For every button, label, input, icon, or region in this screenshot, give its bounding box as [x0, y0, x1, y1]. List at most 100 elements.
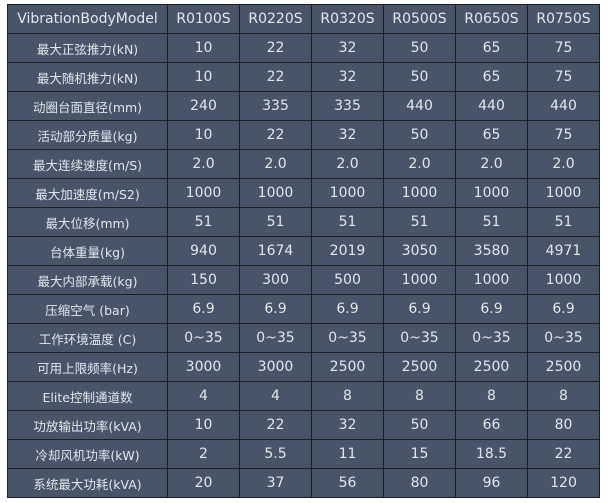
value-cell: 2019	[311, 236, 384, 266]
value-cell: 56	[311, 468, 384, 498]
value-cell: 10	[167, 120, 240, 150]
header-row: VibrationBodyModel R0100S R0220S R0320S …	[7, 4, 600, 34]
value-cell: 440	[527, 91, 600, 121]
value-cell: 2500	[383, 352, 456, 382]
value-cell: 51	[455, 207, 528, 237]
value-cell: 22	[239, 62, 312, 92]
value-cell: 22	[527, 439, 600, 469]
value-cell: 335	[239, 91, 312, 121]
value-cell: 1000	[527, 265, 600, 295]
value-cell: 10	[167, 62, 240, 92]
table-row: 最大正弦推力(kN) 10 22 32 50 65 75	[7, 33, 600, 63]
value-cell: 2500	[311, 352, 384, 382]
table-row: Elite控制通道数 4 4 8 8 8 8	[7, 381, 600, 411]
value-cell: 37	[239, 468, 312, 498]
header-cell: R0500S	[383, 4, 456, 34]
value-cell: 1000	[383, 265, 456, 295]
value-cell: 50	[383, 120, 456, 150]
value-cell: 80	[527, 410, 600, 440]
value-cell: 120	[527, 468, 600, 498]
value-cell: 500	[311, 265, 384, 295]
value-cell: 65	[455, 120, 528, 150]
table-row: 系统最大功耗(kVA) 20 37 56 80 96 120	[7, 468, 600, 498]
value-cell: 8	[311, 381, 384, 411]
value-cell: 65	[455, 33, 528, 63]
row-label: 最大位移(mm)	[7, 207, 168, 237]
value-cell: 1000	[239, 178, 312, 208]
value-cell: 96	[455, 468, 528, 498]
table-row: 最大连续速度(m/S) 2.0 2.0 2.0 2.0 2.0 2.0	[7, 149, 600, 179]
value-cell: 4	[167, 381, 240, 411]
table-row: 活动部分质量(kg) 10 22 32 50 65 75	[7, 120, 600, 150]
header-cell: R0220S	[239, 4, 312, 34]
value-cell: 1000	[527, 178, 600, 208]
value-cell: 1000	[383, 178, 456, 208]
value-cell: 50	[383, 33, 456, 63]
value-cell: 240	[167, 91, 240, 121]
value-cell: 5.5	[239, 439, 312, 469]
row-label: 台体重量(kg)	[7, 236, 168, 266]
value-cell: 1674	[239, 236, 312, 266]
row-label: 压缩空气 (bar)	[7, 294, 168, 324]
value-cell: 2.0	[239, 149, 312, 179]
row-label: Elite控制通道数	[7, 381, 168, 411]
value-cell: 8	[383, 381, 456, 411]
row-label: 最大加速度(m/S2)	[7, 178, 168, 208]
specs-table: VibrationBodyModel R0100S R0220S R0320S …	[7, 4, 600, 498]
table-row: 压缩空气 (bar) 6.9 6.9 6.9 6.9 6.9 6.9	[7, 294, 600, 324]
row-label: 最大随机推力(kN)	[7, 62, 168, 92]
value-cell: 2.0	[311, 149, 384, 179]
value-cell: 440	[455, 91, 528, 121]
table-row: 台体重量(kg) 940 1674 2019 3050 3580 4971	[7, 236, 600, 266]
value-cell: 6.9	[383, 294, 456, 324]
value-cell: 3000	[167, 352, 240, 382]
value-cell: 22	[239, 120, 312, 150]
value-cell: 66	[455, 410, 528, 440]
value-cell: 3580	[455, 236, 528, 266]
value-cell: 8	[527, 381, 600, 411]
value-cell: 440	[383, 91, 456, 121]
value-cell: 51	[167, 207, 240, 237]
value-cell: 0~35	[383, 323, 456, 353]
row-label: 冷却风机功率(kW)	[7, 439, 168, 469]
value-cell: 1000	[455, 265, 528, 295]
value-cell: 51	[239, 207, 312, 237]
value-cell: 2.0	[167, 149, 240, 179]
header-cell: R0320S	[311, 4, 384, 34]
value-cell: 2	[167, 439, 240, 469]
value-cell: 75	[527, 62, 600, 92]
row-label: 最大内部承载(kg)	[7, 265, 168, 295]
table-row: 最大随机推力(kN) 10 22 32 50 65 75	[7, 62, 600, 92]
value-cell: 2500	[455, 352, 528, 382]
value-cell: 51	[311, 207, 384, 237]
header-cell: R0750S	[527, 4, 600, 34]
value-cell: 2500	[527, 352, 600, 382]
value-cell: 0~35	[527, 323, 600, 353]
value-cell: 335	[311, 91, 384, 121]
value-cell: 3050	[383, 236, 456, 266]
value-cell: 4	[239, 381, 312, 411]
value-cell: 51	[383, 207, 456, 237]
row-label: 动圈台面直径(mm)	[7, 91, 168, 121]
row-label: 工作环境温度 (C)	[7, 323, 168, 353]
row-label: 活动部分质量(kg)	[7, 120, 168, 150]
table-row: 冷却风机功率(kW) 2 5.5 11 15 18.5 22	[7, 439, 600, 469]
header-cell: VibrationBodyModel	[7, 4, 168, 34]
value-cell: 50	[383, 410, 456, 440]
value-cell: 0~35	[311, 323, 384, 353]
value-cell: 15	[383, 439, 456, 469]
value-cell: 2.0	[383, 149, 456, 179]
row-label: 系统最大功耗(kVA)	[7, 468, 168, 498]
value-cell: 3000	[239, 352, 312, 382]
value-cell: 4971	[527, 236, 600, 266]
value-cell: 10	[167, 410, 240, 440]
table-row: 最大加速度(m/S2) 1000 1000 1000 1000 1000 1000	[7, 178, 600, 208]
value-cell: 300	[239, 265, 312, 295]
value-cell: 10	[167, 33, 240, 63]
value-cell: 1000	[455, 178, 528, 208]
value-cell: 1000	[311, 178, 384, 208]
value-cell: 8	[455, 381, 528, 411]
value-cell: 6.9	[167, 294, 240, 324]
value-cell: 6.9	[455, 294, 528, 324]
value-cell: 0~35	[239, 323, 312, 353]
